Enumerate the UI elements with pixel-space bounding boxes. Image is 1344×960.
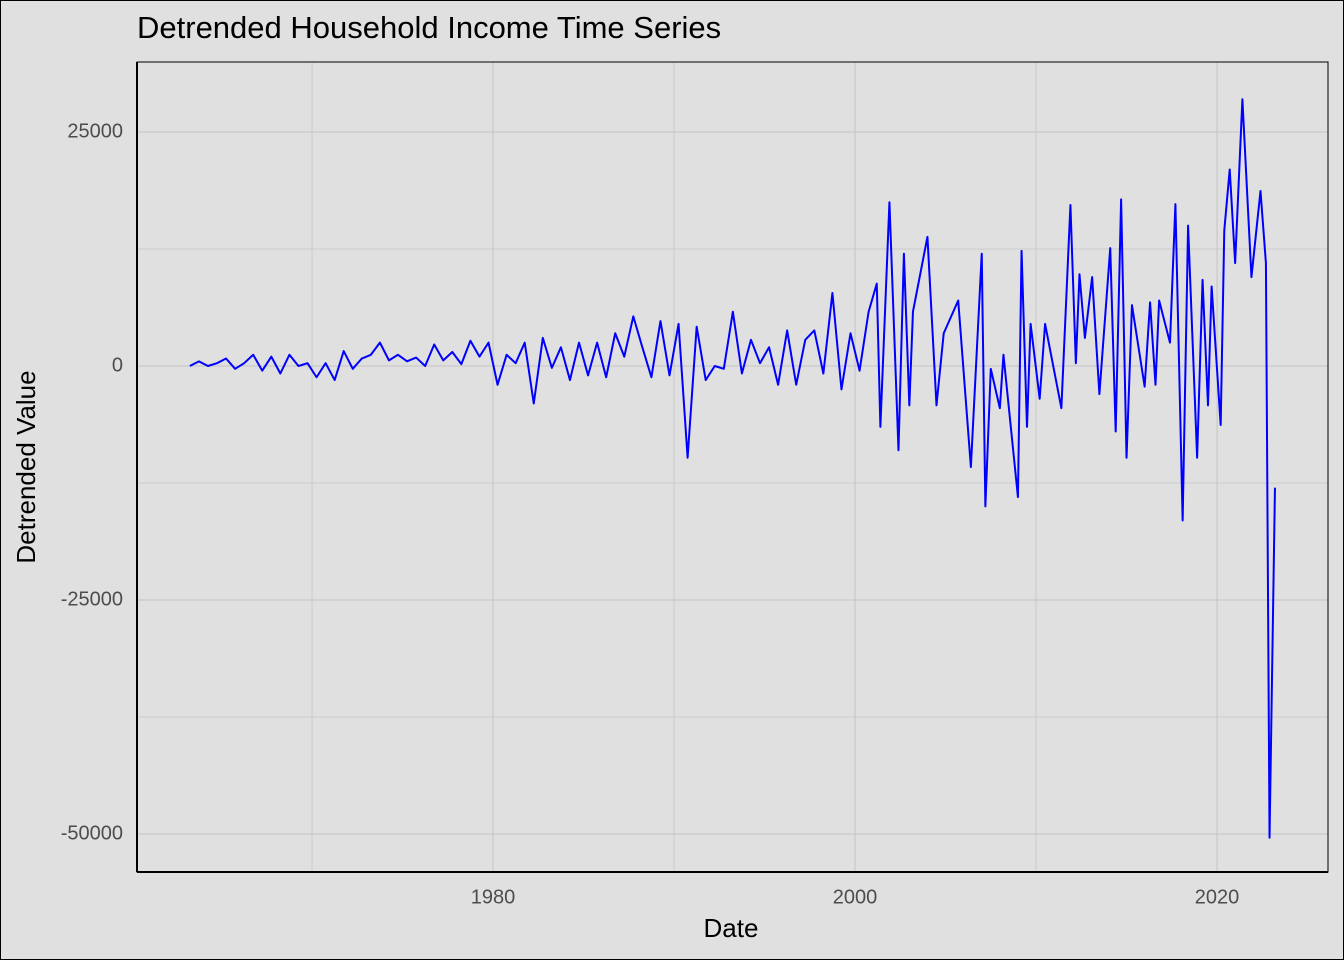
y-axis-label: Detrended Value	[11, 370, 41, 563]
chart-title: Detrended Household Income Time Series	[137, 10, 721, 45]
y-tick-label: -25000	[61, 588, 123, 610]
y-tick-label: 25000	[67, 120, 123, 142]
x-tick-label: 2020	[1195, 886, 1240, 908]
data-line	[189, 98, 1276, 839]
x-tick-label: 2000	[833, 886, 878, 908]
x-axis-label: Date	[704, 913, 759, 943]
y-tick-label: -50000	[61, 822, 123, 844]
y-tick-label: 0	[112, 354, 123, 376]
x-tick-label: 1980	[471, 886, 516, 908]
